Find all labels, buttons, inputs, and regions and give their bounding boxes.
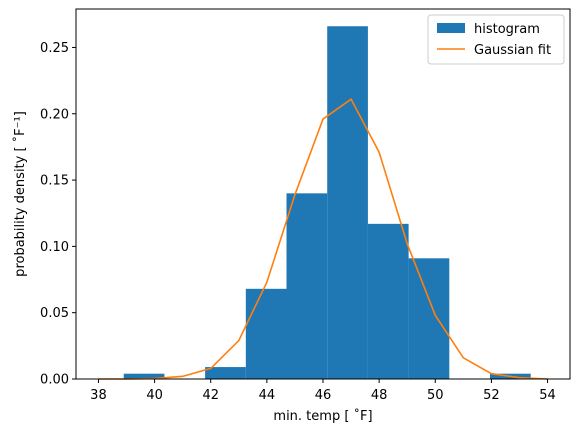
histogram-bar-0: [123, 373, 165, 379]
legend: histogram Gaussian fit: [427, 14, 565, 65]
histogram-bar-5: [327, 26, 368, 379]
y-tick-label: 0.25: [40, 41, 69, 56]
y-tick-label: 0.15: [40, 174, 69, 189]
y-tick-label: 0.00: [40, 373, 69, 388]
x-tick-label: 48: [371, 388, 388, 403]
histogram-bar-2: [205, 367, 246, 379]
y-tick-label: 0.20: [40, 107, 69, 122]
histogram-bar-7: [408, 258, 450, 379]
histogram-bar-6: [367, 223, 409, 379]
y-axis-label: probability density [ ˚F⁻¹]: [12, 111, 28, 277]
x-axis-ticks: 38 40 42 44 46 48 50 52 54: [90, 379, 556, 403]
histogram-bars: [123, 26, 531, 379]
gaussian-fit-line: [98, 97, 548, 380]
x-tick-label: 50: [427, 388, 444, 403]
histogram-bar-4: [286, 193, 328, 379]
x-tick-label: 38: [90, 388, 107, 403]
x-tick-label: 40: [146, 388, 163, 403]
y-tick-label: 0.05: [40, 306, 69, 321]
legend-histogram-label: histogram: [474, 22, 540, 37]
x-tick-label: 42: [202, 388, 219, 403]
x-tick-label: 54: [539, 388, 556, 403]
y-axis-ticks: 0.00 0.05 0.10 0.15 0.20 0.25: [40, 41, 76, 388]
histogram-bar-3: [245, 288, 287, 379]
y-tick-label: 0.10: [40, 240, 69, 255]
legend-histogram-swatch: [437, 23, 465, 33]
x-tick-label: 46: [315, 388, 332, 403]
legend-fit-label: Gaussian fit: [474, 43, 551, 58]
x-tick-label: 52: [483, 388, 500, 403]
x-tick-label: 44: [259, 388, 276, 403]
x-axis-label: min. temp [ ˚F]: [273, 408, 372, 424]
